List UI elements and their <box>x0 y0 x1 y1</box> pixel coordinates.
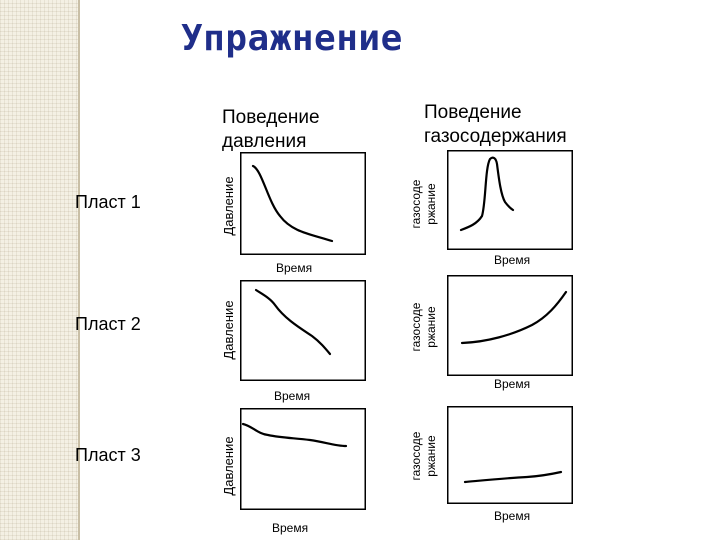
plot-frame <box>240 408 366 510</box>
gas-axis-label-2: газосоде ржание <box>409 257 439 397</box>
gas-axis-label-3-line1: газосоде <box>409 431 423 481</box>
gas-plot-2 <box>447 275 573 376</box>
strip-divider <box>78 0 80 540</box>
x-axis-label-gas-1: Время <box>494 253 531 267</box>
gas-axis-label-2-line1: газосоде <box>409 302 423 352</box>
pressure-axis-label-2: Давление <box>221 300 236 360</box>
slide-title: Упражнение <box>181 18 403 59</box>
x-axis-label-pressure-2: Время <box>274 389 311 403</box>
gas-axis-label-1: газосоде ржание <box>409 134 439 274</box>
pressure-plot-1 <box>240 152 366 255</box>
decorative-strip <box>0 0 78 540</box>
pressure-curve-1 <box>251 164 334 243</box>
plot-frame <box>447 150 573 250</box>
pressure-curve-2 <box>254 288 332 356</box>
plot-frame <box>240 152 366 255</box>
gas-axis-label-1-line2: ржание <box>424 183 438 225</box>
gas-plot-3 <box>447 406 573 504</box>
x-axis-label-gas-2: Время <box>494 377 531 391</box>
column-header-gas: Поведение газосодержания <box>424 101 567 149</box>
pressure-curve-3 <box>241 422 348 448</box>
x-axis-label-pressure-1: Время <box>276 261 313 275</box>
x-axis-label-gas-3: Время <box>494 509 531 523</box>
column-header-gas-line1: Поведение <box>424 102 522 123</box>
column-header-pressure: Поведение давления <box>222 106 320 154</box>
gas-curve-3 <box>463 470 563 484</box>
row-label-2: Пласт 2 <box>75 314 141 334</box>
plot-frame <box>447 406 573 504</box>
gas-curve-2 <box>460 290 568 345</box>
gas-axis-label-3: газосоде ржание <box>409 386 439 526</box>
plot-frame <box>240 280 366 381</box>
pressure-axis-label-1: Давление <box>221 176 236 236</box>
x-axis-label-pressure-3: Время <box>272 521 309 535</box>
pressure-axis-label-3: Давление <box>221 436 236 496</box>
column-header-gas-line2: газосодержания <box>424 126 567 147</box>
pressure-plot-2 <box>240 280 366 381</box>
pressure-plot-3 <box>240 408 366 510</box>
column-header-pressure-line1: Поведение <box>222 107 320 128</box>
row-label-1: Пласт 1 <box>75 192 141 212</box>
gas-axis-label-1-line1: газосоде <box>409 179 423 229</box>
gas-axis-label-3-line2: ржание <box>424 435 438 477</box>
column-header-pressure-line2: давления <box>222 131 307 152</box>
row-label-3: Пласт 3 <box>75 445 141 465</box>
plot-frame <box>447 275 573 376</box>
gas-curve-1 <box>459 156 515 232</box>
gas-plot-1 <box>447 150 573 250</box>
gas-axis-label-2-line2: ржание <box>424 306 438 348</box>
